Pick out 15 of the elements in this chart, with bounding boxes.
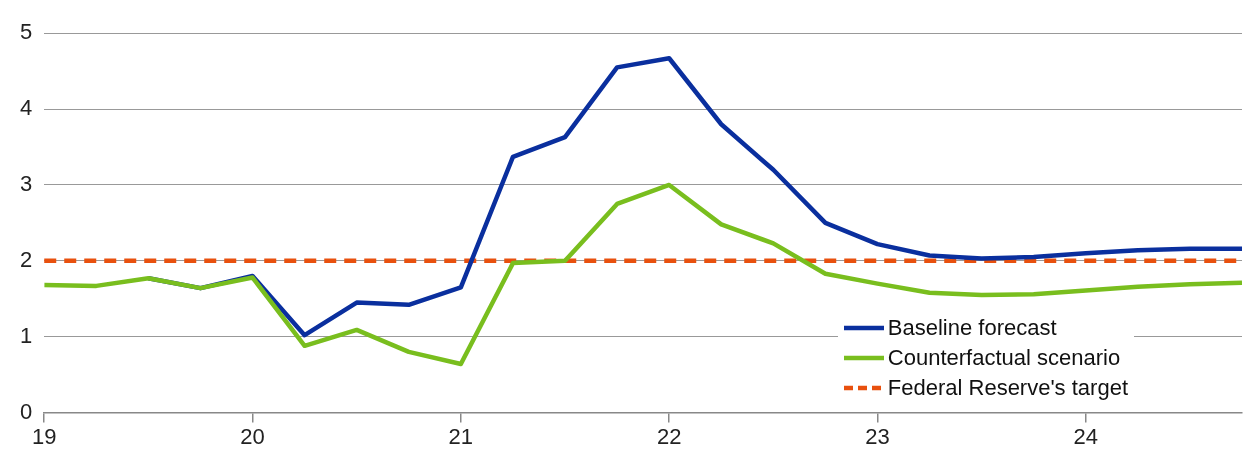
y-tick-label: 4 [19,95,33,121]
y-tick-label: 1 [19,322,33,348]
x-tick-label: 19 [31,423,57,449]
x-tick-label: 20 [240,423,265,449]
y-tick-label: 5 [19,19,33,45]
y-tick-label: 3 [19,171,33,197]
x-tick-label: 22 [656,423,682,449]
legend-label: Counterfactual scenario [887,345,1121,371]
x-tick-label: 24 [1073,423,1099,449]
y-tick-label: 0 [19,398,33,424]
x-tick-label: 23 [865,423,890,449]
x-tick-label: 21 [448,423,474,449]
legend-label: Federal Reserve's target [887,375,1128,401]
legend-label: Baseline forecast [887,315,1057,341]
y-tick-label: 2 [19,246,33,272]
